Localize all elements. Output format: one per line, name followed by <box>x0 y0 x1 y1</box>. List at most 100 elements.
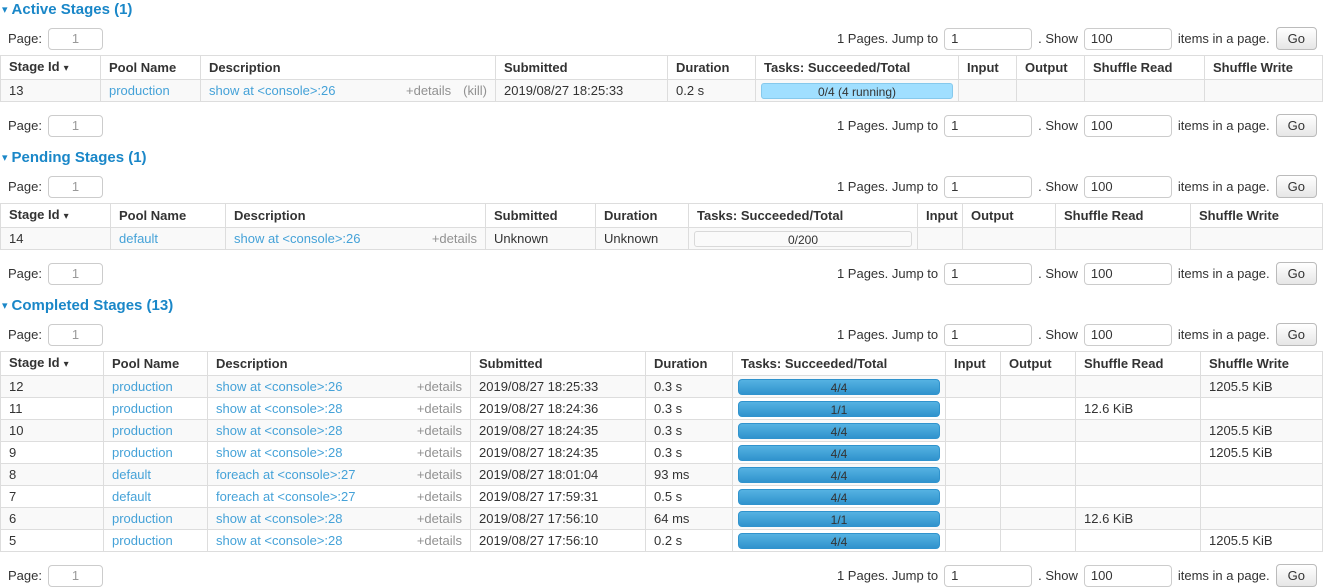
description-link[interactable]: show at <console>:28 <box>216 445 343 460</box>
page-number-input[interactable] <box>47 564 103 587</box>
details-toggle[interactable]: +details <box>416 511 462 526</box>
description-link[interactable]: show at <console>:26 <box>209 83 336 98</box>
column-header-description[interactable]: Description <box>225 203 486 228</box>
column-header-pool-name[interactable]: Pool Name <box>103 351 208 376</box>
details-toggle[interactable]: +details <box>416 401 462 416</box>
column-header-pool-name[interactable]: Pool Name <box>110 203 226 228</box>
stage-id-cell: 7 <box>0 485 104 508</box>
column-header-label: Pool Name <box>119 208 187 223</box>
go-button[interactable]: Go <box>1275 262 1317 285</box>
details-toggle[interactable]: +details <box>406 83 452 98</box>
section-completed-stages: ▾Completed Stages (13) Page: 1 Pages. Ju… <box>0 298 1323 587</box>
column-header-submitted[interactable]: Submitted <box>495 55 668 80</box>
details-toggle[interactable]: +details <box>416 533 462 548</box>
details-toggle[interactable]: +details <box>416 423 462 438</box>
column-header-stage-id[interactable]: Stage Id ▾ <box>0 203 111 228</box>
column-header-input[interactable]: Input <box>945 351 1001 376</box>
column-header-stage-id[interactable]: Stage Id ▾ <box>0 351 104 376</box>
description-link[interactable]: foreach at <console>:27 <box>216 467 356 482</box>
column-header-output[interactable]: Output <box>962 203 1056 228</box>
pagination-slot-top: Page: 1 Pages. Jump to . Show items in a… <box>0 175 1323 198</box>
pool-name-link[interactable]: production <box>112 511 173 526</box>
description-link[interactable]: show at <console>:28 <box>216 533 343 548</box>
show-count-input[interactable] <box>1083 564 1172 587</box>
column-header-tasks-succeeded-total[interactable]: Tasks: Succeeded/Total <box>688 203 918 228</box>
column-header-duration[interactable]: Duration <box>667 55 756 80</box>
column-header-shuffle-read[interactable]: Shuffle Read <box>1084 55 1205 80</box>
page-number-input[interactable] <box>47 262 103 285</box>
pool-name-link[interactable]: default <box>112 467 152 482</box>
go-button[interactable]: Go <box>1275 564 1317 587</box>
column-header-input[interactable]: Input <box>958 55 1017 80</box>
pool-name-link[interactable]: production <box>109 83 170 98</box>
column-header-duration[interactable]: Duration <box>595 203 689 228</box>
column-header-shuffle-write[interactable]: Shuffle Write <box>1190 203 1323 228</box>
description-link[interactable]: foreach at <console>:27 <box>216 489 356 504</box>
section-title-pending[interactable]: ▾ Pending Stages (1) <box>2 150 1323 166</box>
go-button[interactable]: Go <box>1275 175 1317 198</box>
pool-name-link[interactable]: default <box>112 489 152 504</box>
column-header-duration[interactable]: Duration <box>645 351 733 376</box>
section-title-active[interactable]: ▾ Active Stages (1) <box>2 2 1323 18</box>
page-number-input[interactable] <box>47 323 103 346</box>
details-toggle[interactable]: +details <box>416 379 462 394</box>
jump-to-input[interactable] <box>944 27 1033 50</box>
column-header-shuffle-read[interactable]: Shuffle Read <box>1055 203 1191 228</box>
column-header-shuffle-write[interactable]: Shuffle Write <box>1200 351 1323 376</box>
show-count-input[interactable] <box>1083 27 1172 50</box>
pool-name-link[interactable]: default <box>119 231 159 246</box>
details-toggle[interactable]: +details <box>416 467 462 482</box>
jump-to-input[interactable] <box>944 175 1033 198</box>
column-header-tasks-succeeded-total[interactable]: Tasks: Succeeded/Total <box>755 55 959 80</box>
show-count-input[interactable] <box>1083 323 1172 346</box>
section-pending-stages: ▾Pending Stages (1) Page: 1 Pages. Jump … <box>0 150 1323 285</box>
show-count-input[interactable] <box>1083 114 1172 137</box>
tasks-cell: 1/1 <box>732 397 946 420</box>
show-count-input[interactable] <box>1083 262 1172 285</box>
description-link[interactable]: show at <console>:28 <box>216 401 343 416</box>
column-header-tasks-succeeded-total[interactable]: Tasks: Succeeded/Total <box>732 351 946 376</box>
pool-name-link[interactable]: production <box>112 423 173 438</box>
go-button[interactable]: Go <box>1275 323 1317 346</box>
pool-name-link[interactable]: production <box>112 401 173 416</box>
column-header-description[interactable]: Description <box>207 351 471 376</box>
pages-count-text: 1 Pages. Jump to <box>836 118 939 133</box>
go-button[interactable]: Go <box>1275 114 1317 137</box>
column-header-stage-id[interactable]: Stage Id ▾ <box>0 55 101 80</box>
column-header-input[interactable]: Input <box>917 203 963 228</box>
kill-link[interactable]: (kill) <box>463 83 487 98</box>
details-toggle[interactable]: +details <box>431 231 477 246</box>
pool-name-link[interactable]: production <box>112 445 173 460</box>
description-link[interactable]: show at <console>:28 <box>216 511 343 526</box>
page-number-input[interactable] <box>47 114 103 137</box>
jump-to-input[interactable] <box>944 262 1033 285</box>
details-toggle[interactable]: +details <box>416 445 462 460</box>
stage-row: 8 default foreach at <console>:27 +details 2… <box>0 463 1323 486</box>
column-header-description[interactable]: Description <box>200 55 496 80</box>
jump-to-input[interactable] <box>944 564 1033 587</box>
jump-to-input[interactable] <box>944 323 1033 346</box>
details-toggle[interactable]: +details <box>416 489 462 504</box>
shuffle-read-cell <box>1055 227 1191 250</box>
pool-name-link[interactable]: production <box>112 533 173 548</box>
go-button[interactable]: Go <box>1275 27 1317 50</box>
column-header-shuffle-read[interactable]: Shuffle Read <box>1075 351 1201 376</box>
submitted-cell: Unknown <box>485 227 596 250</box>
column-header-shuffle-write[interactable]: Shuffle Write <box>1204 55 1323 80</box>
pagination-right: 1 Pages. Jump to . Show items in a page.… <box>837 323 1317 346</box>
column-header-submitted[interactable]: Submitted <box>470 351 646 376</box>
jump-to-input[interactable] <box>944 114 1033 137</box>
column-header-submitted[interactable]: Submitted <box>485 203 596 228</box>
description-link[interactable]: show at <console>:28 <box>216 423 343 438</box>
description-link[interactable]: show at <console>:26 <box>216 379 343 394</box>
description-link[interactable]: show at <console>:26 <box>234 231 361 246</box>
column-header-output[interactable]: Output <box>1000 351 1076 376</box>
show-count-input[interactable] <box>1083 175 1172 198</box>
stage-id-cell: 9 <box>0 441 104 464</box>
page-number-input[interactable] <box>47 27 103 50</box>
column-header-output[interactable]: Output <box>1016 55 1085 80</box>
section-title-completed[interactable]: ▾ Completed Stages (13) <box>2 298 1323 314</box>
column-header-pool-name[interactable]: Pool Name <box>100 55 201 80</box>
pool-name-link[interactable]: production <box>112 379 173 394</box>
page-number-input[interactable] <box>47 175 103 198</box>
